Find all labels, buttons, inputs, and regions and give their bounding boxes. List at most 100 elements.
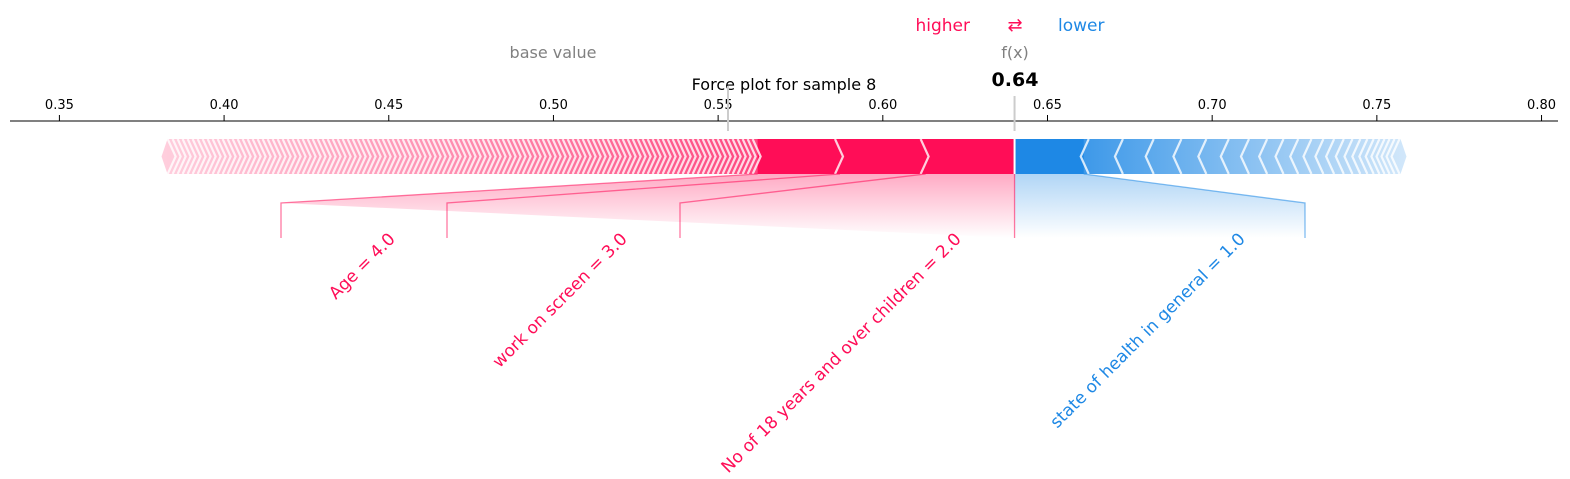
positive-chevron [833,138,845,175]
positive-chevron [596,138,607,175]
x-tick-label: 0.45 [374,98,403,113]
positive-chevron [326,138,337,175]
negative-bar-main [1014,139,1084,174]
positive-chevron [201,138,212,175]
positive-chevron [371,138,382,175]
positive-chevron [346,138,357,175]
positive-chevron [586,138,597,175]
negative-chevron [1197,138,1208,175]
negative-chevron [1219,138,1230,175]
negative-chevron [1172,138,1183,175]
x-tick-label: 0.50 [539,98,568,113]
positive-chevron [241,138,252,175]
positive-chevron [396,138,407,175]
positive-feature-label: No of 18 years and over children = 2.0 [718,229,966,477]
positive-chevron [291,138,302,175]
positive-connector [446,173,841,238]
positive-chevron [611,138,622,175]
legend-arrow-icon: ⇄ [1007,15,1022,36]
positive-chevron [421,138,432,175]
positive-chevron [521,138,532,175]
positive-chevron [451,138,462,175]
positive-bar-main [757,139,1015,174]
positive-chevron [456,138,467,175]
positive-chevron [336,138,347,175]
positive-chevron [281,138,292,175]
negative-chevron [1385,138,1396,175]
negative-chevron [1289,138,1300,175]
positive-chevron [531,138,542,175]
negative-chevron [1324,138,1336,175]
x-tick-label: 0.60 [868,98,897,113]
positive-chevron [556,138,567,175]
positive-chevron [221,138,232,175]
positive-chevron [381,138,392,175]
positive-chevron [606,138,617,175]
positive-chevron [561,138,572,175]
positive-chevron [306,138,317,175]
positive-chevron [571,138,582,175]
positive-chevron [656,138,667,175]
negative-label-fill [1014,174,1305,238]
positive-chevron [366,138,377,175]
positive-chevron [681,138,692,175]
positive-chevron [286,138,297,175]
positive-chevron [711,138,722,175]
positive-chevron [426,138,437,175]
negative-chevron [1302,138,1313,175]
positive-chevron [186,138,197,175]
positive-chevron [516,138,527,175]
negative-feature-label: state of health in general = 1.0 [1047,229,1250,432]
negative-connector [1083,173,1306,238]
positive-chevron [646,138,657,175]
positive-chevron [511,138,522,175]
positive-chevron [526,138,537,175]
positive-chevron [631,138,642,175]
positive-chevron [236,138,247,175]
positive-chevron [256,138,267,175]
positive-chevron [171,138,182,175]
positive-chevron [166,138,177,175]
positive-chevron [501,138,512,175]
negative-chevron [1274,138,1285,175]
positive-chevron [406,138,417,175]
positive-feature-label: Age = 4.0 [325,229,399,303]
negative-chevron [1390,138,1401,175]
positive-chevron [176,138,187,175]
x-tick-label: 0.75 [1362,98,1391,113]
positive-chevron [311,138,322,175]
positive-chevron [536,138,547,175]
positive-chevron [919,138,930,175]
positive-chevron [581,138,592,175]
positive-chevron [376,138,387,175]
feature-connectors [280,173,1306,238]
positive-chevron [706,138,717,175]
positive-chevron [671,138,682,175]
positive-chevron [541,138,552,175]
positive-chevron [621,138,632,175]
negative-chevron [1375,138,1386,175]
positive-chevron [701,138,712,175]
positive-chevron [666,138,677,175]
positive-chevron [496,138,507,175]
positive-chevron [301,138,312,175]
positive-chevron [696,138,707,175]
x-tick-label: 0.80 [1527,98,1556,113]
positive-chevron [676,138,687,175]
positive-chevron [251,138,262,175]
positive-chevron [686,138,697,175]
x-tick-label: 0.70 [1198,98,1227,113]
output-value: 0.64 [992,69,1039,91]
positive-chevron [261,138,272,175]
positive-chevron [211,138,222,175]
output-label: f(x) [1001,43,1029,62]
force-bars [161,138,1407,175]
positive-chevron [391,138,402,175]
negative-chevron [1144,138,1155,175]
positive-chevron [351,138,362,175]
positive-chevron [231,138,242,175]
positive-chevron [636,138,647,175]
x-tick-label: 0.55 [704,98,733,113]
positive-chevron [486,138,497,175]
positive-connector [679,173,926,238]
